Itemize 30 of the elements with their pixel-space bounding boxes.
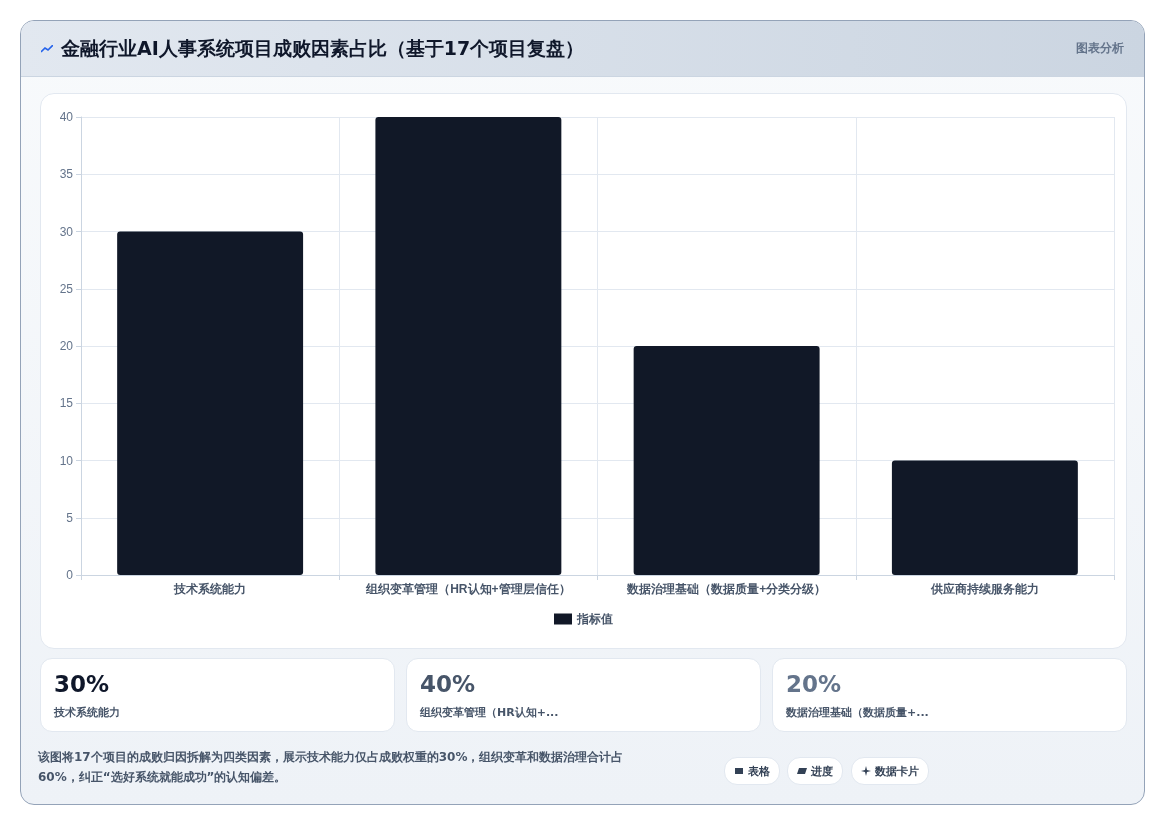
y-tick-label: 0 xyxy=(66,568,74,582)
bar xyxy=(375,117,562,575)
legend-label: 指标值 xyxy=(576,612,613,626)
text: 技术系统能力 xyxy=(54,705,120,720)
text: 进度 xyxy=(811,763,833,779)
text: 20% xyxy=(786,671,842,697)
chart-title: 金融行业AI人事系统项目成败因素占比（基于17个项目复盘） xyxy=(61,35,586,61)
text: 30% xyxy=(54,671,110,697)
bar xyxy=(117,231,304,575)
bar xyxy=(891,460,1078,575)
text: 组织变革管理（HR认知+... xyxy=(420,705,559,720)
y-tick-label: 5 xyxy=(66,510,74,525)
text: 数据卡片 xyxy=(875,763,919,779)
text: 该图将17个项目的成败归因拆解为四类因素，展示技术能力仅占成败权重的30%，组织变革和数据治理合计占60%，纠正“选好系统就能成功”的认知偏差。 xyxy=(38,749,625,786)
y-tick-label: 10 xyxy=(59,453,74,468)
x-tick-label: 供应商持续服务能力 xyxy=(929,582,1039,596)
bar xyxy=(633,346,820,575)
y-tick-label: 15 xyxy=(59,396,74,411)
x-tick-label: 组织变革管理（HR认知+管理层信任） xyxy=(365,582,571,596)
x-tick-label: 数据治理基础（数据质量+分类分级） xyxy=(626,582,827,596)
text: 图表分析 xyxy=(1076,40,1124,57)
y-tick-label: 30 xyxy=(59,224,74,239)
y-tick-label: 40 xyxy=(59,110,74,124)
text: 数据治理基础（数据质量+... xyxy=(786,705,929,720)
y-tick-label: 35 xyxy=(59,167,74,182)
text: 表格 xyxy=(748,763,770,779)
y-tick-label: 25 xyxy=(59,281,74,296)
text: 40% xyxy=(420,671,476,697)
y-tick-label: 20 xyxy=(59,339,74,353)
x-tick-label: 技术系统能力 xyxy=(173,582,247,596)
